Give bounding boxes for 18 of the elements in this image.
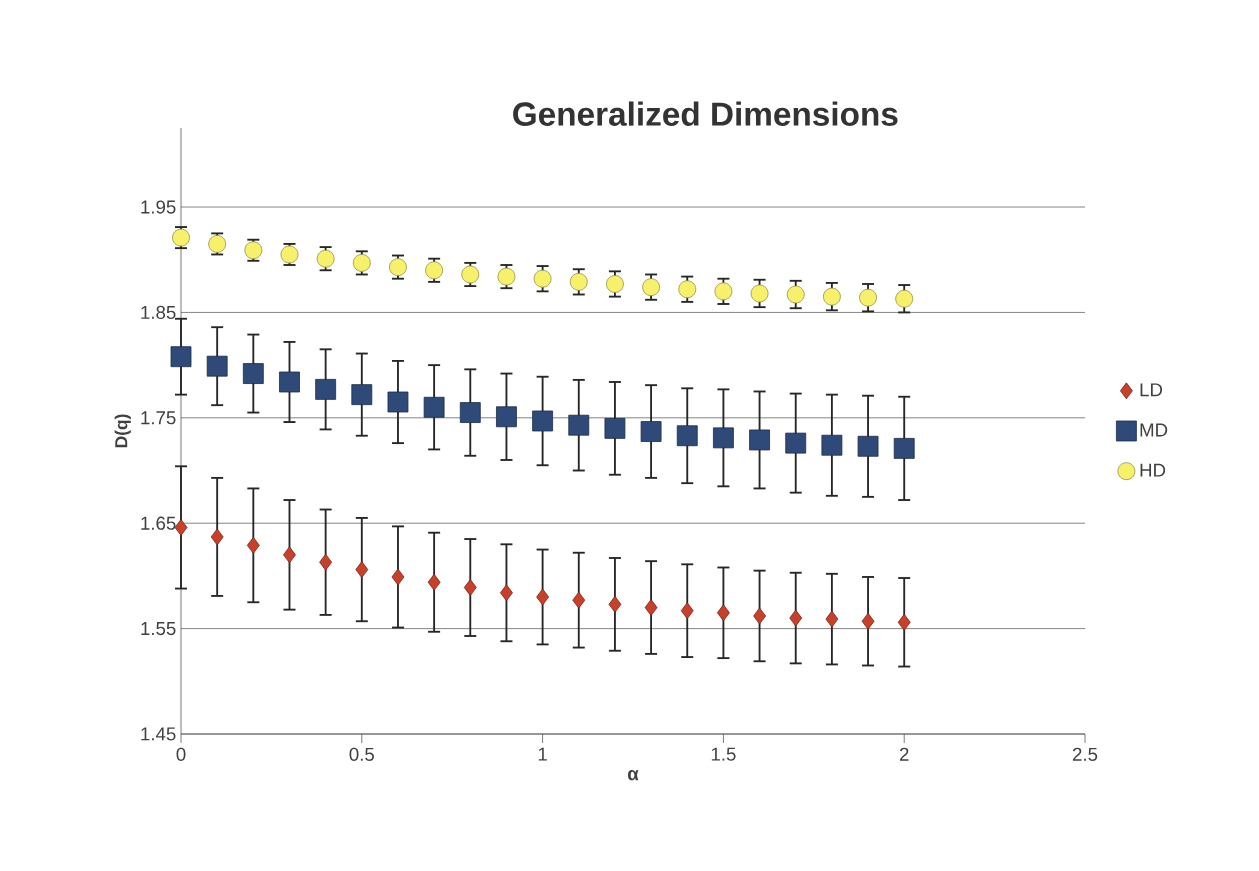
x-axis-title: α <box>628 770 639 781</box>
legend-label: HD <box>1140 463 1166 477</box>
x-tick-label: 1.5 <box>711 747 736 761</box>
x-tick-label: 0.5 <box>349 747 374 761</box>
y-tick-label: 1.65 <box>141 516 176 530</box>
x-tick-label: 2.5 <box>1072 747 1098 761</box>
y-tick-label: 1.75 <box>141 411 176 425</box>
y-tick-label: 1.85 <box>141 305 176 320</box>
x-tick-label: 1 <box>538 747 547 761</box>
x-tick-label: 0 <box>176 747 186 761</box>
y-tick-label: 1.45 <box>141 727 176 741</box>
chart-title: Generalized Dimensions <box>513 101 898 126</box>
x-tick-label: 2 <box>899 747 909 761</box>
y-axis-title: D(q) <box>114 414 131 448</box>
y-tick-label: 1.55 <box>141 622 176 636</box>
legend-label: MD <box>1140 423 1168 437</box>
y-tick-label: 1.95 <box>141 200 176 214</box>
legend-label: LD <box>1140 383 1163 397</box>
